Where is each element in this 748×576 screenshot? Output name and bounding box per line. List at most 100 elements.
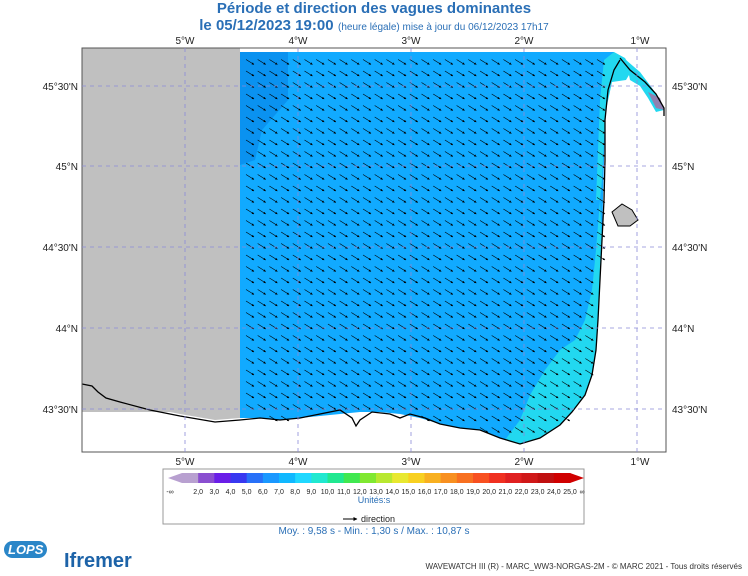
- direction-arrow: [573, 116, 582, 123]
- direction-arrow: [538, 151, 547, 157]
- direction-arrow: [514, 208, 524, 215]
- direction-arrow: [269, 266, 278, 272]
- direction-arrow: [257, 231, 266, 238]
- color-scale-cell: [376, 473, 393, 483]
- direction-arrow: [280, 243, 290, 249]
- direction-arrow: [503, 208, 512, 215]
- direction-arrow: [585, 300, 594, 307]
- color-scale-cell: [473, 473, 490, 483]
- direction-arrow: [573, 82, 582, 88]
- direction-arrow: [491, 208, 500, 215]
- direction-arrow: [374, 369, 383, 376]
- direction-arrow: [526, 231, 536, 238]
- direction-arrow: [327, 59, 337, 65]
- direction-arrow: [456, 93, 465, 100]
- direction-arrow: [433, 392, 442, 399]
- direction-arrow: [351, 105, 360, 111]
- direction-arrow: [351, 369, 360, 376]
- direction-arrow: [573, 231, 582, 238]
- direction-arrow: [503, 427, 512, 433]
- direction-arrow: [503, 93, 512, 100]
- direction-arrow: [351, 70, 360, 77]
- direction-arrow: [585, 254, 594, 261]
- direction-arrow: [456, 312, 465, 318]
- direction-arrow: [573, 392, 582, 399]
- direction-arrow: [280, 323, 290, 330]
- color-scale-cell: [214, 473, 231, 483]
- direction-arrow: [468, 220, 477, 226]
- direction-arrow: [292, 162, 302, 169]
- direction-arrow: [327, 358, 337, 364]
- color-scale-cell: [424, 473, 442, 483]
- direction-arrow: [585, 139, 594, 146]
- direction-arrow: [561, 243, 571, 249]
- direction-arrow: [596, 174, 606, 180]
- direction-arrow: [550, 254, 559, 261]
- direction-arrow: [538, 128, 547, 134]
- lat-label-right-43-30: 43°30'N: [672, 405, 707, 416]
- direction-arrow: [339, 335, 348, 341]
- direction-arrow: [479, 93, 489, 100]
- direction-arrow: [327, 381, 337, 387]
- direction-arrow: [550, 231, 559, 238]
- direction-arrow: [573, 289, 582, 295]
- gironde-estuary-inner: [648, 92, 664, 110]
- color-scale-cell: [343, 473, 361, 483]
- direction-arrow: [269, 312, 278, 318]
- direction-arrow: [269, 151, 278, 157]
- direction-arrow: [316, 128, 325, 134]
- direction-arrow: [339, 381, 348, 387]
- color-scale-cell: [311, 473, 328, 483]
- direction-arrow: [596, 231, 606, 238]
- direction-arrow: [269, 70, 278, 77]
- direction-arrow: [444, 254, 454, 261]
- direction-arrow: [245, 277, 255, 284]
- direction-arrow: [433, 174, 442, 180]
- direction-arrow: [503, 59, 512, 65]
- direction-arrow: [245, 105, 255, 111]
- direction-arrow: [386, 277, 395, 284]
- direction-arrow: [327, 335, 337, 341]
- direction-arrow: [561, 312, 571, 318]
- direction-arrow: [257, 197, 266, 203]
- direction-arrow: [491, 415, 500, 422]
- direction-arrow: [596, 116, 606, 123]
- direction-arrow: [280, 116, 290, 123]
- direction-arrow: [304, 128, 313, 134]
- direction-arrow: [269, 197, 278, 203]
- direction-arrow: [479, 82, 489, 88]
- direction-arrow: [316, 266, 325, 272]
- direction-arrow: [292, 59, 302, 65]
- direction-arrow: [397, 312, 407, 318]
- direction-arrow: [456, 277, 465, 284]
- direction-arrow: [585, 174, 594, 180]
- color-scale-tick-label: 15,0: [402, 489, 416, 496]
- direction-arrow: [339, 358, 348, 364]
- color-scale-cell: [489, 473, 506, 483]
- direction-arrow: [585, 346, 594, 353]
- direction-arrow: [526, 381, 536, 387]
- direction-arrow: [585, 197, 594, 203]
- direction-arrow: [374, 128, 383, 134]
- direction-arrow: [585, 266, 594, 272]
- direction-arrow: [561, 197, 571, 203]
- direction-arrow: [444, 162, 454, 169]
- direction-arrow: [386, 220, 395, 226]
- update-note: (heure légale) mise à jour du 06/12/2023…: [338, 22, 549, 33]
- direction-arrow: [292, 208, 302, 215]
- lon-label-top-2w: 2°W: [515, 36, 535, 47]
- direction-arrow: [479, 427, 489, 433]
- direction-arrow: [585, 105, 594, 111]
- direction-arrow: [573, 174, 582, 180]
- direction-arrow: [280, 392, 290, 399]
- direction-arrow: [339, 116, 348, 123]
- direction-arrow: [538, 174, 547, 180]
- direction-arrow: [503, 289, 512, 295]
- direction-arrow: [491, 128, 500, 134]
- direction-arrow: [292, 381, 302, 387]
- direction-arrow: [479, 151, 489, 157]
- direction-arrow: [479, 70, 489, 77]
- direction-arrow: [479, 369, 489, 376]
- direction-arrow: [526, 70, 536, 77]
- direction-arrow: [245, 162, 255, 169]
